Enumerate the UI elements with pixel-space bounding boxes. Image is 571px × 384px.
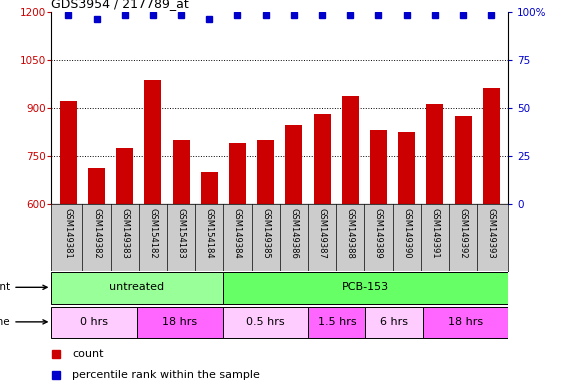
- Bar: [370, 130, 387, 204]
- Text: GSM149381: GSM149381: [64, 208, 73, 259]
- Text: GSM149385: GSM149385: [261, 208, 270, 259]
- Text: 0.5 hrs: 0.5 hrs: [246, 317, 285, 327]
- Text: GSM149393: GSM149393: [486, 208, 496, 259]
- Bar: [308, 307, 365, 338]
- Bar: [144, 80, 162, 204]
- Text: PCB-153: PCB-153: [342, 282, 389, 292]
- Bar: [137, 307, 223, 338]
- Bar: [313, 114, 331, 204]
- Bar: [116, 147, 133, 204]
- Text: 0 hrs: 0 hrs: [80, 317, 108, 327]
- Bar: [88, 168, 105, 204]
- Text: GSM149382: GSM149382: [92, 208, 101, 259]
- Text: GSM149392: GSM149392: [459, 208, 468, 259]
- Bar: [229, 143, 246, 204]
- Bar: [365, 307, 423, 338]
- Text: GSM149391: GSM149391: [431, 208, 439, 259]
- Bar: [172, 139, 190, 204]
- Bar: [223, 307, 308, 338]
- Text: GSM149384: GSM149384: [233, 208, 242, 259]
- Text: GSM149386: GSM149386: [289, 208, 299, 259]
- Text: GDS3954 / 217789_at: GDS3954 / 217789_at: [51, 0, 189, 10]
- Bar: [398, 131, 415, 204]
- Bar: [455, 116, 472, 204]
- Bar: [51, 273, 223, 303]
- Text: GSM149389: GSM149389: [374, 208, 383, 259]
- Bar: [483, 88, 500, 204]
- Text: time: time: [0, 317, 47, 327]
- Bar: [223, 273, 508, 303]
- Bar: [286, 125, 303, 204]
- Text: GSM149387: GSM149387: [317, 208, 327, 259]
- Text: untreated: untreated: [110, 282, 164, 292]
- Bar: [201, 172, 218, 204]
- Text: 1.5 hrs: 1.5 hrs: [317, 317, 356, 327]
- Text: GSM154182: GSM154182: [148, 208, 158, 259]
- Text: GSM154184: GSM154184: [205, 208, 214, 259]
- Text: GSM149383: GSM149383: [120, 208, 129, 259]
- Bar: [342, 96, 359, 204]
- Bar: [423, 307, 508, 338]
- Text: 18 hrs: 18 hrs: [448, 317, 483, 327]
- Bar: [427, 104, 443, 204]
- Text: GSM149390: GSM149390: [402, 208, 411, 259]
- Text: GSM154183: GSM154183: [176, 208, 186, 259]
- Text: 6 hrs: 6 hrs: [380, 317, 408, 327]
- Text: GSM149388: GSM149388: [346, 208, 355, 259]
- Text: 18 hrs: 18 hrs: [162, 317, 198, 327]
- Text: agent: agent: [0, 282, 47, 292]
- Text: percentile rank within the sample: percentile rank within the sample: [72, 370, 260, 380]
- Text: count: count: [72, 349, 103, 359]
- Bar: [257, 139, 274, 204]
- Bar: [60, 101, 77, 204]
- Bar: [51, 307, 137, 338]
